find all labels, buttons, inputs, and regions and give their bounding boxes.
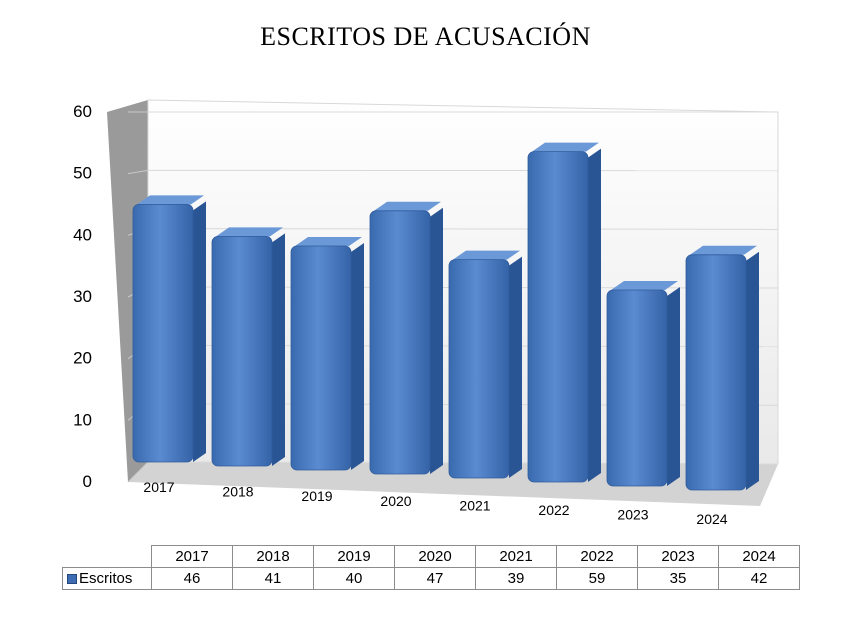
bar (290, 237, 364, 471)
bar-side (588, 148, 601, 482)
y-tick-label: 30 (73, 287, 92, 306)
bar-side (667, 287, 680, 486)
data-table-cell: 35 (637, 567, 719, 590)
legend-label: Escritos (79, 570, 133, 587)
bar (369, 201, 443, 475)
bar (211, 227, 285, 467)
y-tick-label: 50 (73, 164, 92, 183)
data-table-header: 2019 (313, 545, 395, 568)
x-tick-label: 2022 (538, 502, 569, 518)
bar-side (430, 207, 443, 475)
bar (448, 250, 522, 479)
data-table-header: 2020 (394, 545, 476, 568)
bar-front (448, 259, 510, 479)
bar-top (374, 201, 441, 211)
data-table-cell: 40 (313, 567, 395, 590)
bar-top (611, 281, 678, 290)
data-table-cell: 42 (718, 567, 800, 590)
data-table-corner (63, 546, 152, 568)
data-table-header: 2021 (475, 545, 557, 568)
x-tick-label: 2017 (143, 479, 174, 495)
bars (132, 142, 759, 491)
data-table-header: 2017 (151, 545, 233, 568)
bar-front (211, 235, 273, 467)
bar (685, 245, 759, 491)
y-tick-label: 20 (73, 349, 92, 368)
data-table-cell: 41 (232, 567, 314, 590)
bar-top (295, 237, 362, 246)
y-axis-ticks: 0 10 20 30 40 50 60 (73, 102, 92, 491)
data-table-row: Escritos 46 41 40 47 39 59 35 42 (62, 567, 800, 590)
bar-front (369, 210, 431, 475)
y-tick-label: 60 (73, 102, 92, 121)
gridline (127, 461, 149, 483)
bar-top (532, 142, 599, 152)
x-tick-label: 2023 (617, 507, 648, 523)
bar-side (351, 243, 364, 470)
legend-entry: Escritos (62, 567, 152, 590)
data-table-header: 2024 (718, 545, 800, 568)
bar-front (132, 203, 194, 463)
x-tick-label: 2019 (301, 488, 332, 504)
bar-front (606, 289, 668, 487)
bar-top (690, 245, 757, 255)
x-tick-label: 2018 (222, 484, 253, 500)
bar-front (685, 254, 747, 491)
chart-title: ESCRITOS DE ACUSACIÓN (260, 22, 591, 51)
bar (606, 281, 680, 487)
bar-front (527, 151, 589, 483)
legend-key-icon (67, 574, 77, 585)
y-tick-label: 0 (83, 472, 92, 491)
data-table-header: 2023 (637, 545, 719, 568)
data-table-cell: 47 (394, 567, 476, 590)
bar (527, 142, 601, 483)
bar-side (193, 201, 206, 462)
x-tick-label: 2020 (380, 493, 411, 509)
bar-front (290, 245, 352, 471)
bar-side (272, 233, 285, 466)
data-table-cell: 46 (151, 567, 233, 590)
data-table: 2017 2018 2019 2020 2021 2022 2023 2024 … (62, 545, 800, 590)
bar-top (137, 195, 204, 205)
bar-side (746, 251, 759, 490)
y-tick-label: 10 (73, 410, 92, 429)
data-table-header: 2018 (232, 545, 314, 568)
x-tick-label: 2021 (459, 497, 490, 513)
bar (132, 195, 206, 463)
data-table-header: 2022 (556, 545, 638, 568)
bar-top (453, 250, 520, 260)
x-axis-ticks: 2017 2018 2019 2020 2021 2022 2023 2024 (143, 479, 727, 527)
data-table-header-row: 2017 2018 2019 2020 2021 2022 2023 2024 (63, 545, 800, 568)
bar-side (509, 256, 522, 478)
bar-top (216, 227, 283, 237)
y-tick-label: 40 (73, 225, 92, 244)
gridline (127, 169, 149, 175)
x-tick-label: 2024 (696, 511, 727, 527)
data-table-cell: 39 (475, 567, 557, 590)
data-table-cell: 59 (556, 567, 638, 590)
